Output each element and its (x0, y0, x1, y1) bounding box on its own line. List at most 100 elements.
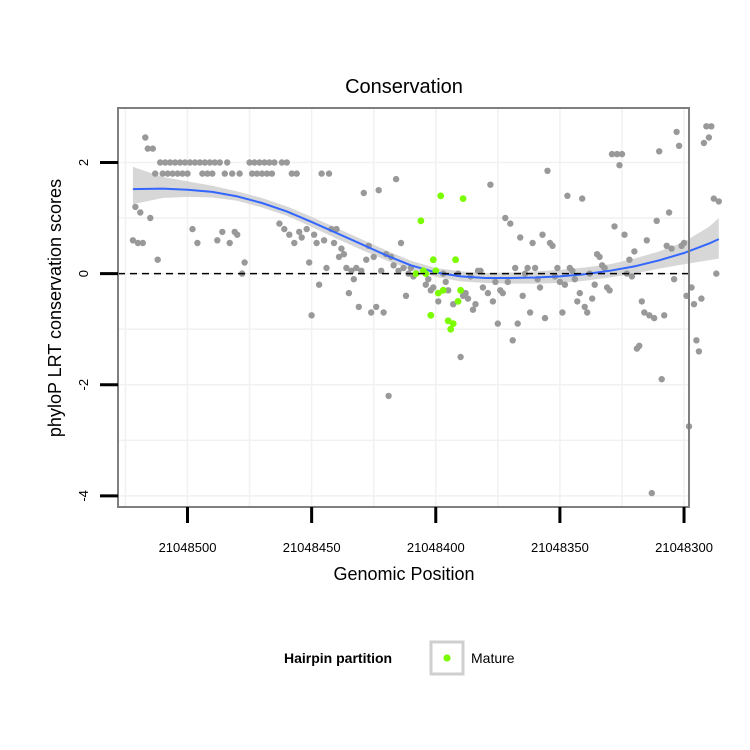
data-point (395, 267, 402, 274)
data-point (149, 145, 156, 152)
data-point (693, 337, 700, 344)
data-point (531, 264, 539, 272)
data-point (189, 225, 196, 233)
data-point (675, 142, 683, 149)
data-point (549, 242, 556, 249)
data-point (477, 267, 484, 274)
data-point (171, 159, 179, 166)
data-point (616, 162, 623, 169)
data-point (229, 170, 236, 177)
data-point (293, 170, 300, 177)
data-point (251, 159, 258, 166)
legend: Hairpin partition Mature (284, 640, 515, 676)
data-point (571, 276, 578, 283)
data-point (489, 298, 497, 305)
data-point (556, 278, 564, 286)
data-point (601, 264, 608, 272)
data-point (211, 159, 218, 166)
data-point (206, 159, 214, 166)
data-point (703, 123, 710, 130)
data-point (298, 234, 305, 241)
data-point (517, 234, 524, 241)
data-point (400, 264, 407, 272)
data-point (564, 192, 571, 199)
data-point (653, 217, 660, 224)
data-point (457, 353, 464, 361)
data-point (234, 231, 241, 238)
data-point (303, 225, 310, 233)
data-point (166, 159, 174, 166)
data-point (574, 298, 581, 305)
data-point (442, 278, 449, 286)
data-point (430, 284, 437, 291)
data-point (191, 159, 199, 166)
data-point (584, 309, 591, 316)
data-point (529, 239, 536, 247)
data-point (608, 150, 616, 158)
data-point (221, 170, 228, 177)
data-point (152, 170, 159, 177)
data-point (325, 170, 333, 177)
legend-key-mature (443, 654, 451, 662)
data-point (281, 225, 288, 233)
data-point (209, 170, 216, 177)
data-point (306, 259, 313, 266)
data-point (705, 134, 713, 141)
data-point (350, 276, 357, 283)
data-point (134, 239, 142, 247)
data-point (288, 170, 295, 177)
data-point (266, 159, 273, 166)
data-point (536, 284, 544, 291)
data-point (261, 159, 268, 166)
data-point (631, 248, 638, 255)
data-point (450, 301, 457, 308)
data-point (499, 289, 506, 297)
mature-point (437, 192, 445, 200)
data-point (318, 170, 325, 177)
data-point (673, 128, 680, 136)
data-point (179, 170, 186, 177)
data-point (576, 289, 583, 297)
data-point (353, 264, 360, 272)
data-point (345, 289, 353, 297)
data-point (636, 342, 643, 349)
mature-point (459, 195, 467, 203)
data-point (253, 170, 261, 177)
data-point (164, 170, 171, 177)
data-point (710, 195, 717, 202)
x-tick-label: 21048450 (283, 540, 341, 555)
mature-point (457, 286, 464, 294)
data-point (323, 264, 330, 272)
mature-point (444, 317, 452, 325)
data-point (464, 295, 472, 302)
chart-title: Conservation (345, 76, 463, 98)
data-point (713, 270, 720, 277)
mature-point (447, 325, 455, 333)
data-point (596, 253, 603, 261)
data-point (690, 301, 698, 308)
data-point (363, 256, 370, 263)
y-axis-label: phyloP LRT conservation scores (45, 179, 65, 437)
data-point (154, 256, 161, 263)
mature-point (439, 286, 447, 294)
data-point (320, 237, 328, 244)
x-tick-label: 21048300 (655, 540, 713, 555)
data-point (196, 159, 204, 166)
data-point (375, 187, 382, 194)
data-point (268, 170, 276, 177)
data-point (278, 159, 286, 166)
data-point (194, 239, 201, 247)
data-point (581, 303, 588, 311)
data-point (526, 309, 534, 316)
data-point (422, 281, 429, 288)
data-point (469, 306, 477, 313)
data-point (613, 150, 621, 158)
data-point (219, 228, 226, 236)
data-point (425, 276, 432, 283)
legend-label-mature: Mature (471, 650, 515, 666)
data-point (186, 159, 194, 166)
panel-border (117, 107, 690, 508)
data-point (641, 309, 648, 316)
data-point (479, 284, 487, 291)
